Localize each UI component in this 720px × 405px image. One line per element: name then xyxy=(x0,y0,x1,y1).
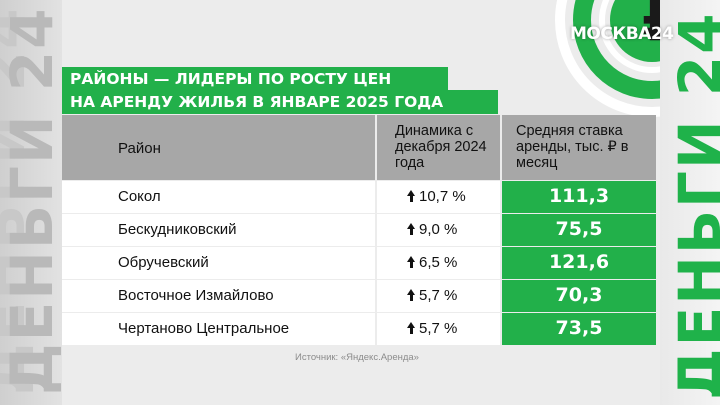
channel-logo: МОСКВА24 xyxy=(570,24,674,44)
rate-value: 75,5 xyxy=(555,218,603,240)
change-value: 6,5 % xyxy=(419,254,458,271)
right-side-banner: ДЕНЬГИ 24 xyxy=(660,0,720,405)
title-line-1: РАЙОНЫ — ЛИДЕРЫ ПО РОСТУ ЦЕН xyxy=(62,67,448,91)
district-name: Сокол xyxy=(118,188,161,205)
rate-value: 73,5 xyxy=(555,317,603,339)
source-note: Источник: «Яндекс.Аренда» xyxy=(295,352,419,363)
change-value: 5,7 % xyxy=(419,287,458,304)
change-value: 5,7 % xyxy=(419,320,458,337)
table-row: Чертаново Центральное 5,7 % 73,5 xyxy=(62,313,656,345)
header-district-cell: Район xyxy=(62,115,375,180)
district-name: Бескудниковский xyxy=(118,221,237,238)
left-side-text: ДЕНЬГИ 24 xyxy=(0,6,62,395)
table-row: Бескудниковский 9,0 % 75,5 xyxy=(62,214,656,246)
left-side-banner: ДЕНЬГИ 24 ДЕНЬГИ 24 xyxy=(0,0,62,405)
right-side-text: ДЕНЬГИ 24 xyxy=(666,11,720,400)
header-rate: Средняя ставка аренды, тыс. ₽ в месяц xyxy=(516,123,629,171)
header-change-cell: Динамика с декабря 2024 года xyxy=(377,115,500,180)
table-row: Обручевский 6,5 % 121,6 xyxy=(62,247,656,279)
rent-table: Район Динамика с декабря 2024 года Средн… xyxy=(62,115,656,345)
table-header: Район Динамика с декабря 2024 года Средн… xyxy=(62,115,656,180)
district-name: Восточное Измайлово xyxy=(118,287,274,304)
header-change: Динамика с декабря 2024 года xyxy=(395,123,487,171)
change-value: 10,7 % xyxy=(419,188,466,205)
district-name: Обручевский xyxy=(118,254,209,271)
rate-value: 70,3 xyxy=(555,284,603,306)
change-value: 9,0 % xyxy=(419,221,458,238)
header-district: Район xyxy=(118,140,161,157)
header-rate-cell: Средняя ставка аренды, тыс. ₽ в месяц xyxy=(502,115,656,180)
rate-value: 121,6 xyxy=(548,251,610,273)
table-row: Восточное Измайлово 5,7 % 70,3 xyxy=(62,280,656,312)
district-name: Чертаново Центральное xyxy=(118,320,290,337)
title-line-2: НА АРЕНДУ ЖИЛЬЯ В ЯНВАРЕ 2025 ГОДА xyxy=(62,90,498,114)
rate-value: 111,3 xyxy=(548,185,610,207)
table-row: Сокол 10,7 % 111,3 xyxy=(62,181,656,213)
